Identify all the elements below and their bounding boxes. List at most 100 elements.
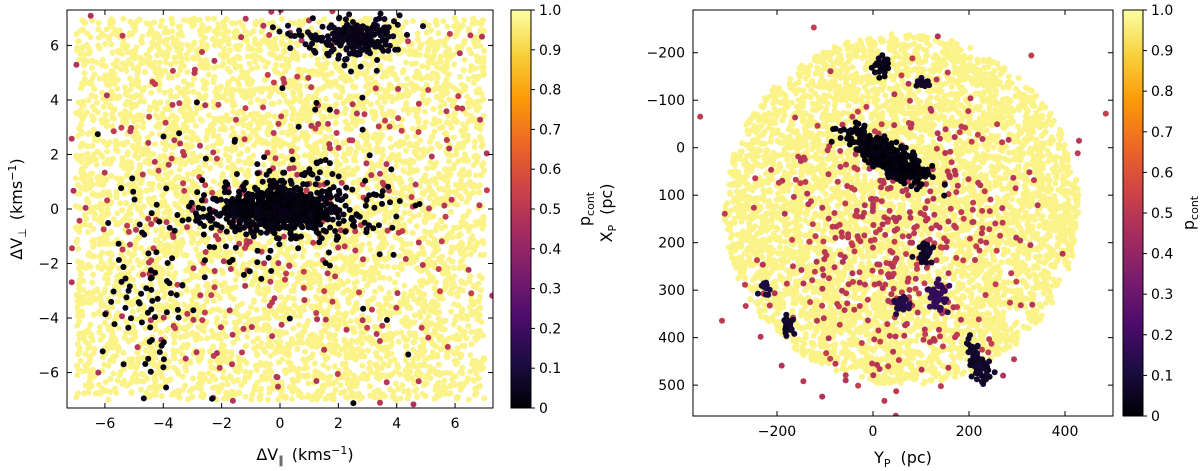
background-point [242,393,249,400]
background-point [325,364,332,371]
background-point [105,396,112,403]
background-point [327,83,334,90]
background-point [210,384,216,391]
background-point [276,99,283,106]
background-point [229,285,236,292]
background-point [458,381,465,387]
background-point [89,253,96,260]
background-point [395,338,402,345]
background-point [91,215,98,222]
background-point [456,286,463,293]
background-point [137,194,144,201]
background-point [174,367,181,374]
background-point [182,142,189,149]
background-point [169,273,176,280]
background-point [78,130,85,137]
background-point [459,364,466,371]
background-point [113,75,119,82]
background-point [176,174,182,180]
background-point [320,102,327,109]
background-point [214,291,220,298]
background-point [279,129,286,136]
background-point [326,331,333,338]
background-point [111,106,118,113]
background-point [221,395,228,402]
background-point [170,347,177,354]
background-point [99,249,105,256]
background-point [334,285,341,292]
background-point [254,323,260,330]
background-point [444,119,451,126]
background-point [100,177,107,184]
background-point [308,343,315,350]
background-point [144,375,151,382]
background-point [429,331,436,338]
background-point [187,186,193,193]
background-point [288,244,295,251]
background-point [216,30,223,37]
background-point [120,15,127,22]
background-point [237,63,244,70]
background-point [249,281,256,288]
background-point [334,268,341,275]
background-point [266,112,272,119]
background-point [383,353,390,360]
background-point [352,243,359,250]
background-point [332,78,339,85]
background-point [180,121,187,128]
background-point [235,270,242,277]
background-point [87,299,94,306]
background-point [132,184,139,191]
background-point [478,90,485,97]
background-point [84,30,90,37]
background-point [395,29,402,36]
background-point [267,352,274,359]
background-point [107,102,113,109]
background-point [363,98,370,105]
background-point [385,254,392,261]
background-point [95,179,102,186]
background-point [229,102,236,109]
background-point [462,84,469,91]
background-point [150,362,157,369]
background-point [451,118,458,125]
background-point [189,23,196,30]
background-point [435,94,442,100]
background-point [463,212,470,219]
background-point [127,379,134,386]
background-point [165,270,172,277]
background-point [456,192,463,199]
background-point [83,109,90,116]
background-point [372,288,378,295]
background-point [100,189,107,196]
background-point [451,381,458,388]
background-point [117,200,123,207]
background-point [94,109,101,116]
background-point [434,353,441,360]
background-point [295,161,301,168]
background-point [252,240,259,247]
background-point [104,118,111,125]
background-point [402,202,409,208]
background-point [433,222,440,229]
background-point [464,137,471,144]
background-point [73,292,80,299]
background-point [414,167,421,174]
background-point [207,165,214,172]
background-point [95,42,102,49]
background-point [302,262,308,269]
background-point [451,61,458,68]
background-point [314,391,321,398]
background-point [420,97,427,104]
background-point [450,134,457,141]
background-point [110,155,117,162]
background-point [283,61,290,68]
background-point [392,368,399,375]
background-point [448,124,455,131]
background-point [289,98,296,105]
background-point [216,247,223,254]
background-point [468,50,475,57]
background-point [187,45,194,52]
background-point [153,227,160,234]
background-point [131,27,138,34]
